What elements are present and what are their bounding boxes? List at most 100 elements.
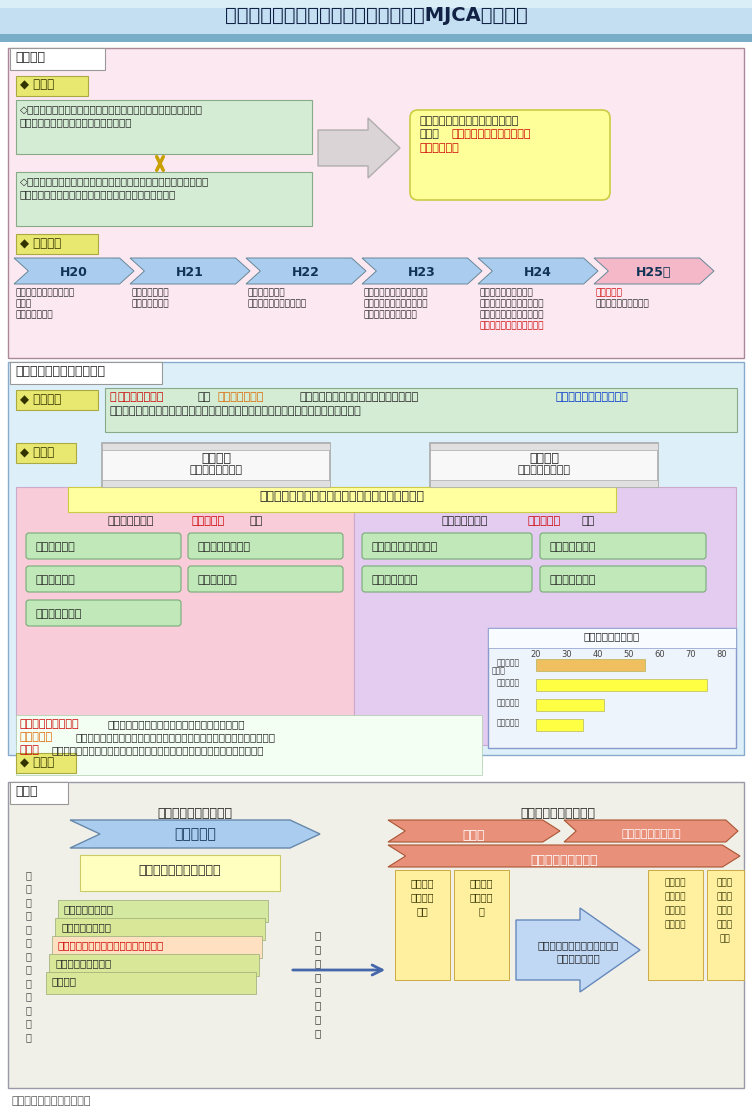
Text: ・法務省式ケースアセスメントツール: ・法務省式ケースアセスメントツール	[58, 940, 164, 950]
Text: 関: 関	[315, 972, 321, 982]
Polygon shape	[478, 258, 598, 284]
FancyBboxPatch shape	[188, 565, 343, 592]
Text: 必要性の: 必要性の	[411, 892, 434, 902]
Polygon shape	[388, 845, 740, 867]
Text: ◆ 背　景: ◆ 背 景	[20, 78, 54, 91]
Bar	[16, 100, 312, 154]
Text: ツールの再評定: ツールの再評定	[556, 953, 600, 963]
Bar	[0, 0, 752, 8]
Text: 調査（観察期間約１年）: 調査（観察期間約１年）	[364, 299, 429, 308]
Bar	[16, 443, 76, 463]
Text: H20: H20	[60, 266, 88, 279]
Polygon shape	[362, 258, 482, 284]
Bar	[430, 443, 658, 450]
Text: ・運用開始: ・運用開始	[596, 288, 623, 297]
Polygon shape	[14, 258, 134, 284]
Text: 処遇効果: 処遇効果	[664, 905, 686, 915]
Bar	[10, 48, 105, 70]
Text: ・プロフィール表示: ・プロフィール表示	[20, 719, 80, 729]
Text: の: の	[25, 924, 31, 934]
Text: 動的領域: 動的領域	[529, 452, 559, 466]
Text: ３　問題行動歴: ３ 問題行動歴	[36, 609, 83, 619]
Bar	[16, 76, 88, 96]
Bar	[395, 870, 450, 980]
Bar	[58, 900, 268, 922]
Bar	[430, 443, 658, 487]
Text: 支援アセスメントツール: 支援アセスメントツール	[555, 392, 628, 402]
Bar	[354, 487, 736, 745]
Bar	[0, 0, 752, 42]
Text: 教育等によって: 教育等によって	[442, 516, 488, 526]
Text: 課題及び: 課題及び	[664, 892, 686, 901]
Text: ・・・・・・・再非行の可能性及び教育上の必要性の高さを区分で表示: ・・・・・・・再非行の可能性及び教育上の必要性の高さを区分で表示	[76, 732, 276, 742]
Bar	[16, 487, 354, 745]
Bar	[102, 443, 330, 487]
Bar	[488, 628, 736, 748]
Text: へ: へ	[315, 985, 321, 995]
Bar	[102, 480, 330, 487]
Text: 残された: 残された	[664, 878, 686, 887]
Text: の向上に寄与: の向上に寄与	[420, 143, 459, 153]
Text: 運　用: 運 用	[15, 785, 38, 798]
Text: ・パイロット版の実施: ・パイロット版の実施	[480, 288, 534, 297]
FancyBboxPatch shape	[26, 600, 181, 625]
Polygon shape	[594, 258, 714, 284]
Text: 処遇・教: 処遇・教	[469, 878, 493, 888]
Text: 鑑別判定・処遇指針策定: 鑑別判定・処遇指針策定	[139, 864, 221, 877]
Text: ５　本件態様: ５ 本件態様	[198, 575, 238, 585]
Text: ◆ 構　成: ◆ 構 成	[20, 446, 54, 459]
Text: 逸脱親和性: 逸脱親和性	[497, 718, 520, 727]
Bar	[648, 870, 703, 980]
Bar	[454, 870, 509, 980]
Text: ・: ・	[110, 392, 117, 402]
Bar	[55, 918, 265, 940]
Bar	[16, 753, 76, 773]
Text: 出典：法務省資料による。: 出典：法務省資料による。	[12, 1095, 92, 1105]
Bar	[16, 715, 482, 775]
Text: ◇日本：これまで再非行の可能性や教育上の必要性の把握に特化: ◇日本：これまで再非行の可能性や教育上の必要性の把握に特化	[20, 104, 203, 114]
Text: 変化しない: 変化しない	[192, 516, 225, 526]
Text: 活用: 活用	[720, 934, 730, 943]
FancyBboxPatch shape	[362, 565, 532, 592]
Text: 法務省式ケースアセスメントツール（MJCA）の概要: 法務省式ケースアセスメントツール（MJCA）の概要	[225, 6, 527, 26]
Text: 静的領域: 静的領域	[201, 452, 231, 466]
Text: ４領域　２８項目: ４領域 ２８項目	[517, 466, 571, 476]
Text: ・試作版の実施: ・試作版の実施	[132, 288, 170, 297]
Text: 80: 80	[717, 650, 727, 659]
FancyBboxPatch shape	[410, 110, 610, 200]
Text: した統一的な手法は設けられていない。: した統一的な手法は設けられていない。	[20, 117, 132, 127]
Text: より、: より、	[420, 129, 440, 139]
Polygon shape	[516, 908, 640, 992]
FancyBboxPatch shape	[362, 533, 532, 559]
Bar	[430, 480, 658, 487]
Text: 処: 処	[315, 930, 321, 940]
Bar	[536, 699, 604, 711]
Text: 50: 50	[623, 650, 634, 659]
Text: ◆ 位置付け: ◆ 位置付け	[20, 393, 61, 406]
Text: H21: H21	[176, 266, 204, 279]
Text: H24: H24	[524, 266, 552, 279]
Text: 法務省式ケースアセスメント: 法務省式ケースアセスメント	[538, 940, 619, 950]
Text: ・実務の観点も踏まえた、統計的な妥当性、信頼性の検証を経たアセスメントツール: ・実務の観点も踏まえた、統計的な妥当性、信頼性の検証を経たアセスメントツール	[110, 406, 362, 416]
Text: 検討に: 検討に	[717, 920, 733, 929]
Text: ・・各領域ごとの問題性の大きさをグラフで表示: ・・各領域ごとの問題性の大きさをグラフで表示	[108, 719, 245, 729]
Text: 40: 40	[593, 650, 603, 659]
Text: ◆ 結　果: ◆ 結 果	[20, 755, 54, 769]
Text: 社会適応力: 社会適応力	[497, 678, 520, 687]
Text: 面接や鑑別資料等に基づいた心理技官による評定: 面接や鑑別資料等に基づいた心理技官による評定	[259, 490, 424, 503]
Text: H25～: H25～	[636, 266, 672, 279]
Bar	[10, 362, 162, 384]
Text: 調査（観察期間約２年）: 調査（観察期間約２年）	[480, 310, 544, 319]
Text: ◇欧米等：再非行の可能性等を把握するいわゆる「リスク・ニーズ: ◇欧米等：再非行の可能性等を把握するいわゆる「リスク・ニーズ	[20, 176, 209, 186]
Text: ５領域　２４項目: ５領域 ２４項目	[190, 466, 242, 476]
Bar	[16, 234, 98, 254]
Polygon shape	[246, 258, 366, 284]
Bar	[536, 719, 583, 731]
Text: 再非行の可能性: 再非行の可能性	[118, 392, 165, 402]
Text: ４　逸脱親和性: ４ 逸脱親和性	[550, 575, 596, 585]
Polygon shape	[564, 820, 738, 842]
Text: 保護者との: 保護者との	[497, 658, 520, 667]
Text: ：: ：	[52, 975, 77, 985]
Text: し: し	[25, 991, 31, 1001]
Text: 及び: 及び	[198, 392, 211, 402]
